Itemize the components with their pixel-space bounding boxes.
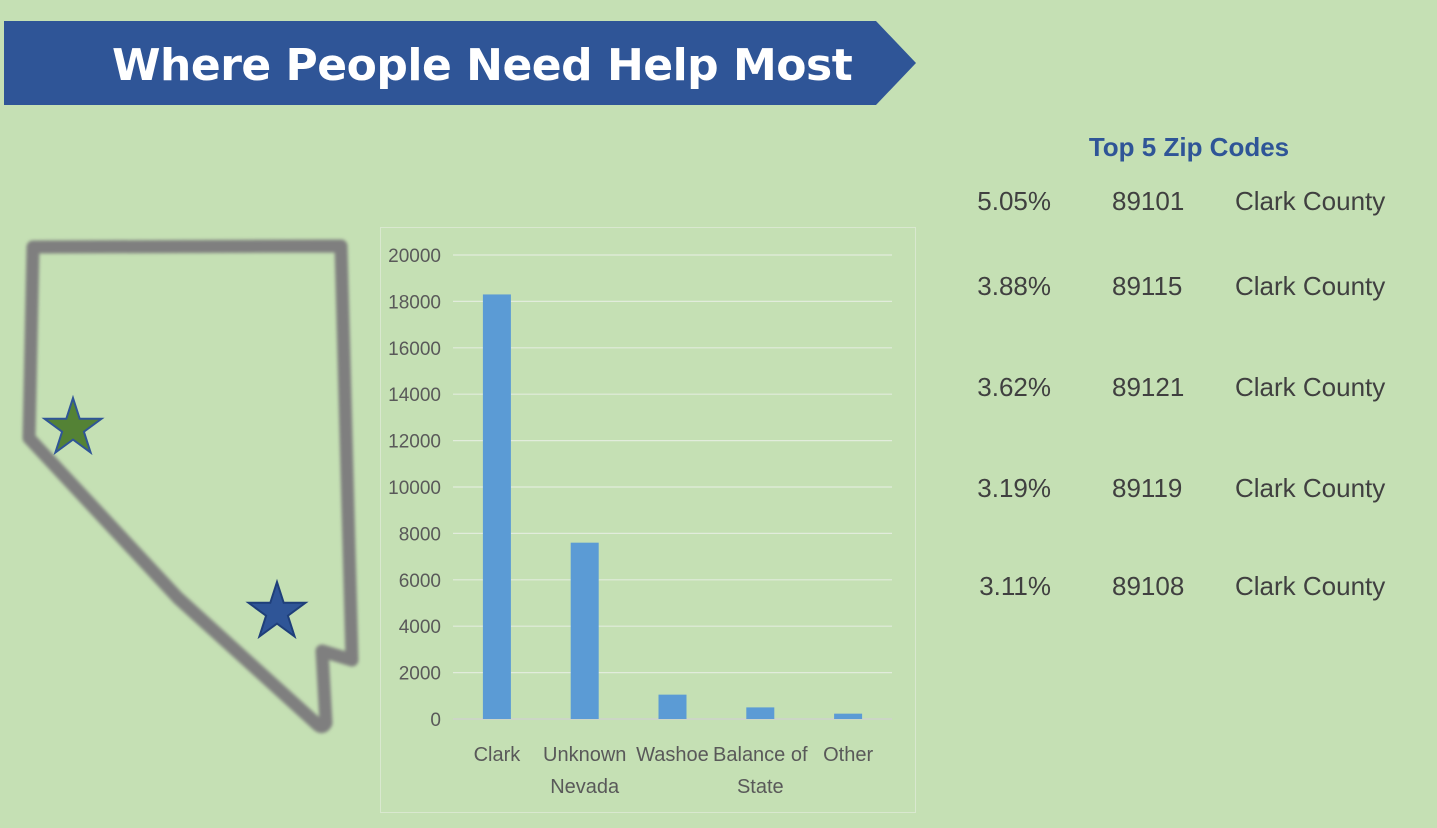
y-tick-label: 12000 <box>388 432 441 453</box>
title-banner: Where People Need Help Most <box>4 21 916 105</box>
star-icon <box>41 394 105 456</box>
bar <box>834 713 863 719</box>
zip-percent: 3.11% <box>979 571 1051 601</box>
nevada-outline <box>22 239 359 734</box>
zip-percent: 3.19% <box>977 473 1051 503</box>
x-tick-label: Clark <box>474 744 522 766</box>
y-tick-label: 8000 <box>399 524 441 545</box>
zip-county: Clark County <box>1235 271 1386 301</box>
grid-lines <box>453 254 892 720</box>
zip-row: 3.62% 89121 Clark County <box>0 372 1437 406</box>
y-tick-label: 6000 <box>399 571 441 592</box>
zip-percent: 3.62% <box>977 372 1051 402</box>
y-tick-label: 18000 <box>388 292 441 313</box>
y-tick-label: 20000 <box>388 246 441 267</box>
bar <box>570 542 599 719</box>
bar <box>482 294 511 719</box>
zip-percent: 3.88% <box>977 271 1051 301</box>
zip-code: 89121 <box>1112 372 1185 402</box>
zip-table-title: Top 5 Zip Codes <box>1088 132 1290 162</box>
nevada-map <box>22 239 359 734</box>
zip-row: 3.11% 89108 Clark County <box>0 571 1437 605</box>
y-axis: 0 2000 4000 6000 8000 10000 12000 14000 16000 180… <box>388 246 441 731</box>
y-tick-label: 14000 <box>388 385 441 406</box>
x-tick-label: Washoe <box>636 744 709 766</box>
x-tick-label: Unknown Nevada <box>543 744 626 798</box>
zip-county: Clark County <box>1235 571 1386 601</box>
zip-row: 3.19% 89119 Clark County <box>0 473 1437 507</box>
x-tick-label: Balance of State <box>713 744 808 798</box>
y-tick-label: 4000 <box>399 617 441 638</box>
zip-code: 89119 <box>1112 473 1183 503</box>
star-icon <box>245 578 309 640</box>
zip-percent: 5.05% <box>977 186 1051 216</box>
x-tick-label: Other <box>823 744 873 766</box>
y-tick-label: 16000 <box>388 339 441 360</box>
page-title: Where People Need Help Most <box>112 40 853 91</box>
zip-county: Clark County <box>1235 186 1386 216</box>
zip-code: 89115 <box>1112 271 1183 301</box>
zip-code: 89108 <box>1112 571 1185 601</box>
zip-county: Clark County <box>1235 473 1386 503</box>
zip-row: 3.88% 89115 Clark County <box>0 271 1437 305</box>
zip-row: 5.05% 89101 Clark County <box>0 186 1437 220</box>
y-tick-label: 10000 <box>388 478 441 499</box>
x-axis: Clark Unknown Nevada Washoe Balance of State O… <box>474 744 874 798</box>
y-tick-label: 2000 <box>399 664 441 685</box>
zip-code: 89101 <box>1112 186 1185 216</box>
bars <box>482 294 863 719</box>
bar <box>746 707 775 719</box>
zip-county: Clark County <box>1235 372 1386 402</box>
bar-chart: 0 2000 4000 6000 8000 10000 12000 14000 16000 180… <box>380 227 916 813</box>
bar <box>658 694 687 719</box>
chart-frame <box>380 227 916 813</box>
y-tick-label: 0 <box>430 710 441 731</box>
